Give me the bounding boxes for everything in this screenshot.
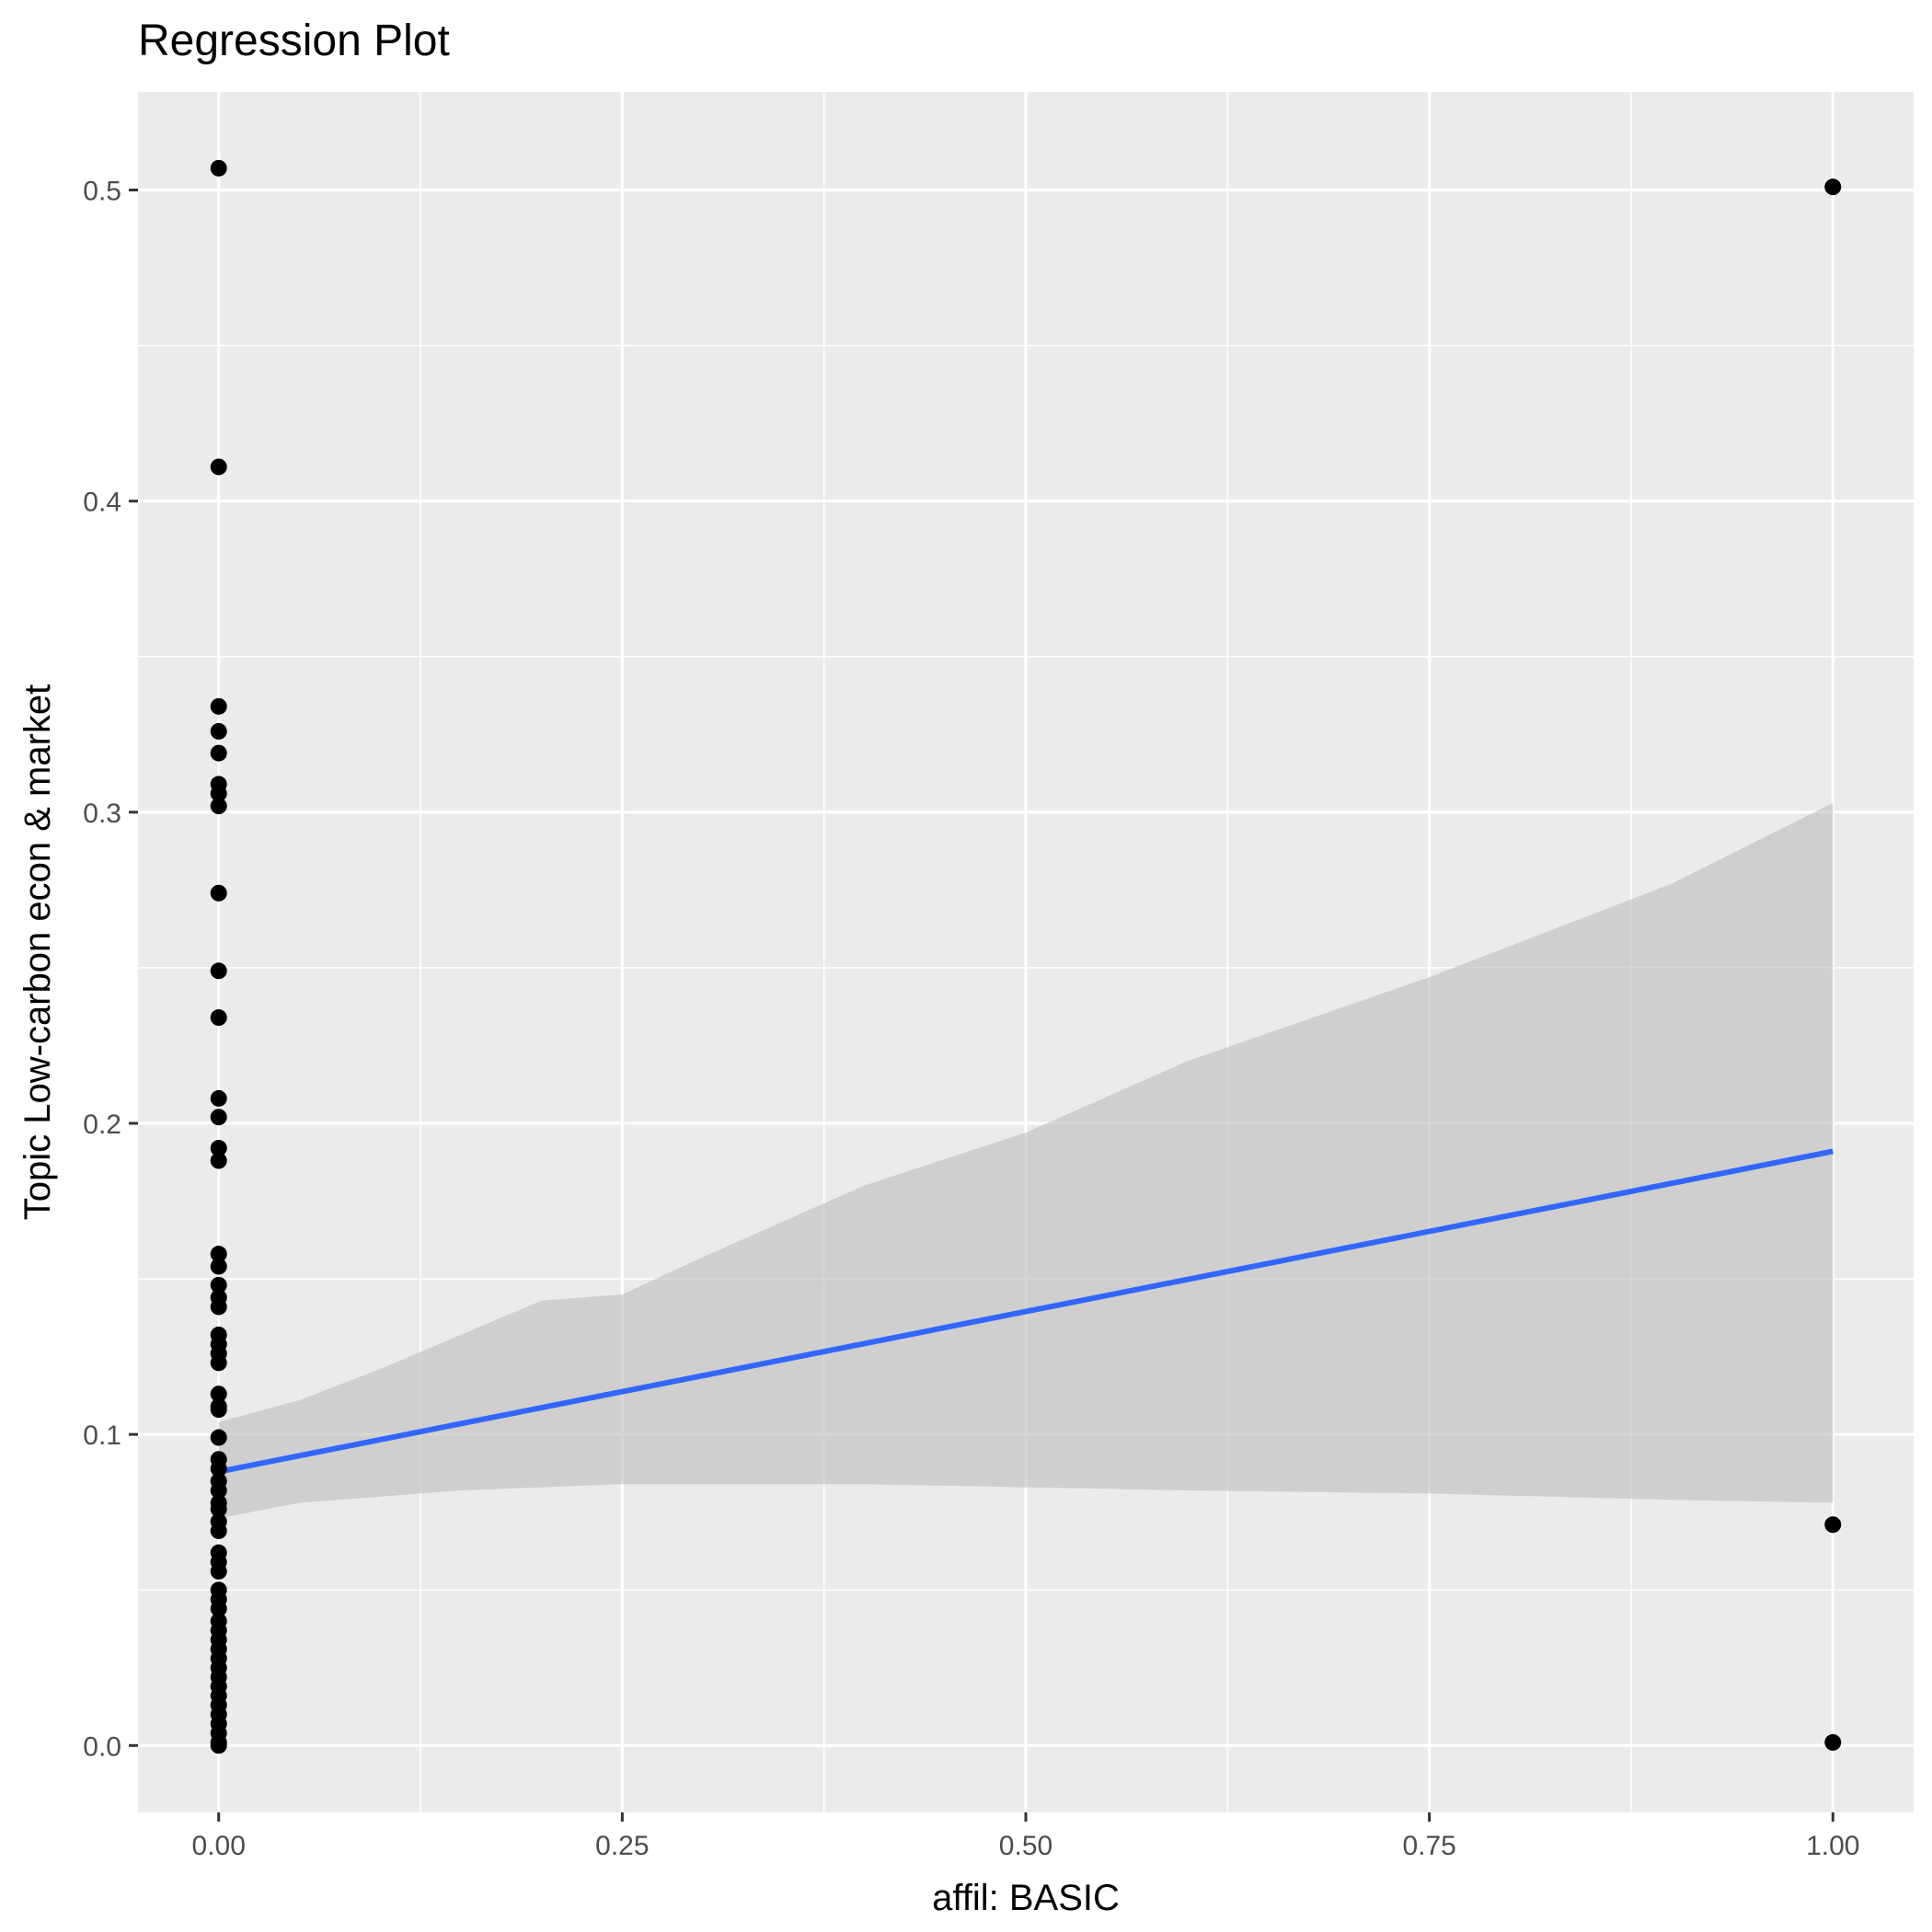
data-point: [210, 1258, 227, 1275]
data-point: [210, 1152, 227, 1169]
data-point: [210, 1501, 227, 1518]
data-point: [210, 697, 227, 715]
data-point: [210, 1354, 227, 1372]
data-point: [210, 785, 227, 802]
y-tick-label: 0.4: [83, 488, 121, 518]
x-tick-label: 1.00: [1806, 1831, 1859, 1861]
y-axis-label: Topic Low-carbon econ & market: [17, 684, 58, 1221]
data-point: [210, 1386, 227, 1403]
data-point: [210, 1522, 227, 1539]
data-point: [210, 458, 227, 476]
data-point: [210, 1460, 227, 1478]
data-point: [210, 1482, 227, 1500]
confidence-band: [218, 802, 1834, 1519]
y-tick-label: 0.3: [83, 799, 121, 829]
chart-title: Regression Plot: [138, 17, 450, 65]
x-tick-label: 0.75: [1402, 1831, 1455, 1861]
data-point: [210, 1089, 227, 1107]
data-point: [210, 1246, 227, 1263]
data-point: [210, 1109, 227, 1126]
data-point: [210, 722, 227, 740]
data-point: [210, 798, 227, 815]
data-point: [210, 1140, 227, 1157]
x-tick-label: 0.00: [192, 1831, 246, 1861]
data-point: [210, 159, 227, 177]
regression-line-layer: [218, 1148, 1834, 1475]
y-tick-label: 0.1: [83, 1420, 121, 1451]
y-tick-label: 0.0: [83, 1731, 121, 1762]
y-tick-label: 0.5: [83, 177, 121, 207]
x-axis-ticks: 0.00 0.25 0.50 0.75 1.00: [192, 1812, 1859, 1861]
regression-line: [218, 1148, 1834, 1475]
y-tick-label: 0.2: [83, 1110, 121, 1140]
data-point: [210, 744, 227, 762]
points-layer: [210, 159, 1842, 1754]
data-point: [210, 962, 227, 980]
y-axis-ticks: 0.0 0.1 0.2 0.3 0.4 0.5: [83, 177, 138, 1762]
data-point: [210, 1276, 227, 1294]
data-point: [210, 1298, 227, 1316]
data-point: [1824, 1733, 1842, 1751]
x-axis-label: affil: BASIC: [932, 1878, 1120, 1918]
data-point: [210, 1009, 227, 1027]
data-point: [1824, 1516, 1842, 1534]
x-tick-label: 0.25: [595, 1831, 649, 1861]
data-point: [1824, 178, 1842, 196]
data-point: [210, 1600, 227, 1617]
confidence-band-layer: [218, 802, 1834, 1519]
x-tick-label: 0.50: [999, 1831, 1052, 1861]
data-point: [210, 1737, 227, 1754]
data-point: [210, 884, 227, 902]
data-point: [210, 1562, 227, 1580]
data-point: [210, 1401, 227, 1419]
data-point: [210, 1429, 227, 1446]
